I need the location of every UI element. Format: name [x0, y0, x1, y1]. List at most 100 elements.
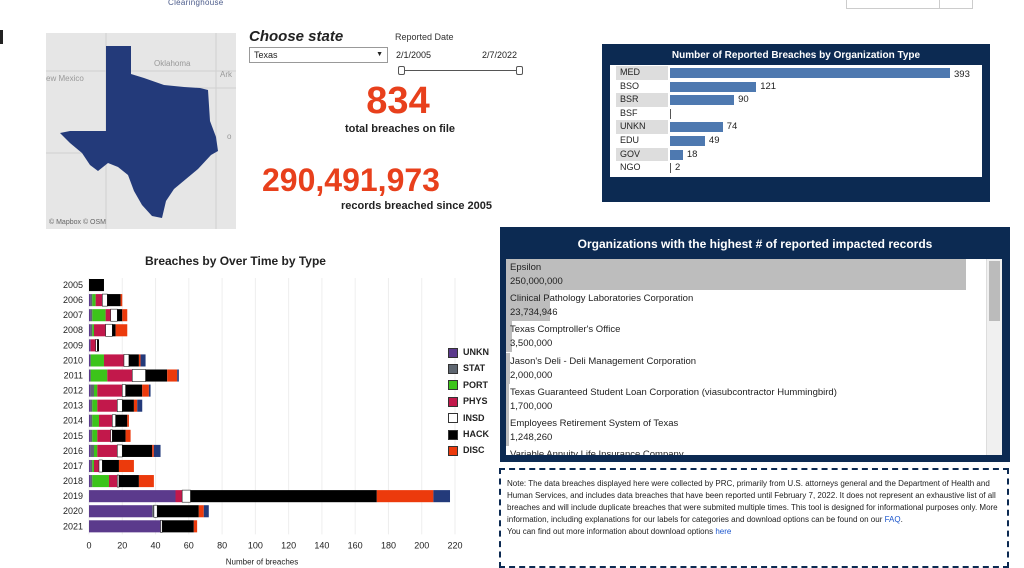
- org-type-value: 2: [675, 162, 681, 174]
- org-type-row[interactable]: GOV 18: [612, 147, 980, 162]
- bar-segment: [112, 429, 126, 442]
- bar-segment: [90, 369, 108, 382]
- legend-item[interactable]: HACK: [448, 428, 489, 444]
- org-type-label: BSR: [616, 93, 668, 107]
- org-type-value: 49: [708, 134, 720, 146]
- org-type-label: GOV: [616, 147, 668, 162]
- state-map[interactable]: Oklahoma Ark ew Mexico o © Mapbox © OSM: [46, 33, 236, 229]
- org-type-bar: [670, 149, 683, 160]
- legend-swatch: [448, 380, 458, 391]
- date-slider-start-handle[interactable]: [398, 66, 405, 75]
- bar-segment: [92, 324, 94, 337]
- bar-segment: [116, 474, 120, 488]
- bar-segment: [193, 520, 198, 533]
- x-axis-label: Number of breaches: [226, 557, 298, 565]
- org-name: Employees Retirement System of Texas: [510, 417, 679, 429]
- bar-segment: [160, 519, 163, 533]
- bar-segment: [111, 414, 116, 428]
- bar-segment: [92, 459, 94, 473]
- bar-segment: [90, 475, 93, 488]
- bar-segment: [98, 459, 103, 473]
- org-type-label: UNKN: [616, 120, 668, 134]
- reported-date-label: Reported Date: [395, 32, 454, 42]
- bar-segment: [89, 475, 91, 488]
- bar-segment: [90, 444, 94, 457]
- bar-segment: [177, 369, 179, 382]
- bar-segment: [102, 293, 108, 307]
- bar-segment: [93, 459, 99, 473]
- y-tick-label: 2019: [63, 491, 83, 501]
- bar-segment: [110, 429, 113, 443]
- legend-label: INSD: [463, 412, 485, 423]
- org-type-bar: [670, 108, 671, 119]
- legend-swatch: [448, 413, 458, 424]
- org-type-row[interactable]: BSO 121: [612, 80, 980, 94]
- org-type-row[interactable]: BSR 90: [612, 93, 980, 107]
- bar-segment: [122, 444, 153, 457]
- bar-segment: [90, 429, 93, 442]
- date-slider-end-handle[interactable]: [516, 66, 523, 75]
- highest-row[interactable]: Jason's Deli - Deli Management Corporati…: [506, 352, 1002, 384]
- y-tick-label: 2020: [63, 506, 83, 516]
- highest-bar: [506, 383, 510, 415]
- org-type-row[interactable]: UNKN 74: [612, 120, 980, 134]
- highest-row[interactable]: Employees Retirement System of Texas 1,24…: [506, 414, 1002, 446]
- bar-segment: [157, 505, 199, 518]
- bar-segment: [140, 354, 146, 367]
- legend-item[interactable]: PORT: [448, 379, 489, 395]
- bar-segment: [97, 399, 118, 412]
- org-type-row[interactable]: BSF: [612, 107, 980, 121]
- org-name: Jason's Deli - Deli Management Corporati…: [510, 355, 697, 367]
- legend-item[interactable]: DISC: [448, 444, 489, 460]
- org-type-value: 121: [760, 80, 777, 92]
- bar-segment: [190, 490, 377, 503]
- highest-row[interactable]: Clinical Pathology Laboratories Corporat…: [506, 290, 1002, 322]
- bar-segment: [153, 444, 161, 457]
- bar-segment: [90, 399, 93, 412]
- y-tick-label: 2012: [63, 386, 83, 396]
- bar-segment: [89, 414, 91, 427]
- top-controls[interactable]: [846, 0, 973, 9]
- legend-item[interactable]: UNKN: [448, 346, 489, 362]
- legend-item[interactable]: PHYS: [448, 395, 489, 411]
- bar-segment: [95, 294, 103, 307]
- legend-item[interactable]: STAT: [448, 362, 489, 378]
- date-slider-track[interactable]: [401, 70, 520, 71]
- legend-item[interactable]: INSD: [448, 412, 489, 428]
- bar-segment: [376, 490, 434, 503]
- bar-segment: [97, 384, 123, 397]
- state-dropdown-value: Texas: [254, 50, 278, 60]
- state-dropdown[interactable]: Texas ▼: [249, 47, 388, 63]
- bar-segment: [110, 308, 118, 322]
- highest-row[interactable]: Texas Comptroller's Office 3,500,000: [506, 321, 1002, 353]
- y-tick-label: 2013: [63, 401, 83, 411]
- breaches-over-time-chart: Breaches by Over Time by Type 0 20 40 60 80 1…: [30, 250, 470, 565]
- highest-row[interactable]: Epsilon 250,000,000: [506, 259, 1002, 290]
- highest-row[interactable]: Variable Annuity Life Insurance Company: [506, 446, 1002, 455]
- here-link[interactable]: here: [715, 527, 732, 536]
- bar-segment: [93, 324, 106, 337]
- org-type-row[interactable]: NGO 2: [612, 161, 980, 175]
- bar-segment: [92, 414, 99, 427]
- bar-segment: [90, 309, 93, 322]
- x-tick-label: 120: [281, 540, 296, 550]
- org-type-row[interactable]: EDU 49: [612, 134, 980, 148]
- org-type-row[interactable]: MED 393: [612, 66, 980, 80]
- x-tick-label: 20: [117, 540, 127, 550]
- legend-label: PORT: [463, 379, 489, 390]
- faq-link[interactable]: FAQ: [884, 515, 901, 524]
- bar-segment: [92, 294, 96, 307]
- highest-list[interactable]: Epsilon 250,000,000 Clinical Pathology Lab…: [506, 259, 1002, 455]
- texas-shape: [60, 46, 218, 218]
- y-tick-label: 2016: [63, 446, 83, 456]
- bar-segment: [138, 354, 141, 367]
- bar-segment: [89, 279, 104, 292]
- highest-scrollbar[interactable]: [986, 259, 1002, 455]
- scrollbar-thumb[interactable]: [989, 261, 1000, 321]
- highest-row[interactable]: Texas Guaranteed Student Loan Corporatio…: [506, 383, 1002, 415]
- bar-segment: [95, 339, 98, 352]
- bar-segment: [122, 399, 134, 412]
- bar-segment: [107, 294, 121, 307]
- note-text: Note: The data breaches displayed here w…: [507, 479, 998, 524]
- bar-segment: [89, 490, 176, 503]
